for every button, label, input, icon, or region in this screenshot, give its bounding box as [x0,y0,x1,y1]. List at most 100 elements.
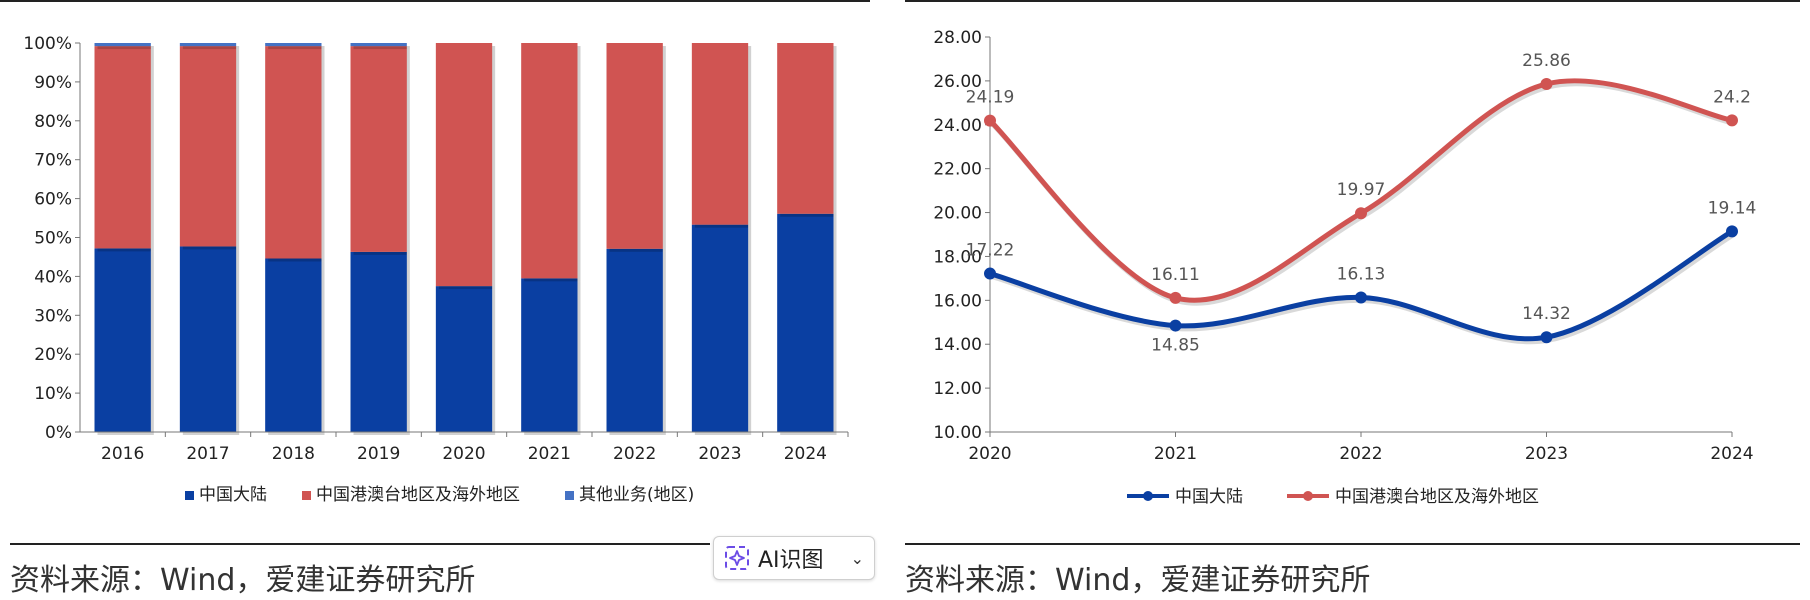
y-tick-label: 100% [23,34,72,54]
y-tick-label: 20.00 [933,204,982,224]
bar-segment [350,251,407,432]
bar-segment [265,46,322,259]
y-tick-label: 50% [34,229,72,249]
data-label: 19.14 [1708,198,1757,218]
data-label: 14.85 [1151,336,1200,356]
data-label: 25.86 [1522,51,1571,71]
legend-label: 中国港澳台地区及海外地区 [316,485,520,505]
data-point [1726,114,1738,127]
ai-recognize-button[interactable]: AI识图 ⌄ [713,536,875,580]
bar-shadow [182,46,240,50]
bar-segment [777,213,834,432]
y-tick-label: 10.00 [933,423,982,443]
legend-label: 其他业务(地区) [579,485,694,505]
bar-shadow [97,46,154,50]
data-point [1355,291,1367,304]
y-tick-label: 14.00 [933,335,982,355]
line-chart: 10.00 12.00 14.00 16.00 18.00 20.00 22.00 24.00… [933,28,1757,507]
y-tick-label: 70% [34,151,72,171]
stacked-bar-panel: 0% 10% 20% 30% 40% 50% 60% 70% 80% 90% 100% 2016 20… [0,0,880,600]
bar-segment [350,43,407,47]
bottom-rule [10,543,710,545]
legend-marker [1303,491,1313,501]
data-point [1540,331,1553,344]
y-tick-label: 16.00 [933,291,982,311]
x-tick-label: 2023 [1525,444,1568,464]
bar-segment [94,248,151,432]
bar-segment [435,43,493,287]
x-tick-label: 2017 [186,444,229,464]
stacked-bar-chart: 0% 10% 20% 30% 40% 50% 60% 70% 80% 90% 100% 2016 20… [23,34,849,505]
bar-segment [777,43,834,214]
bar-segment [606,248,663,432]
x-tick-label: 2018 [272,444,315,464]
bar-segment [521,43,578,279]
bar-segment [94,43,151,47]
bar-segment [265,258,322,432]
legend-swatch [302,491,311,500]
bar-segment [94,46,151,249]
top-rule [905,0,1800,2]
y-tick-label: 20% [34,345,72,365]
x-tick-label: 2024 [1710,444,1753,464]
data-label: 17.22 [966,241,1015,261]
data-point [984,114,996,127]
top-rule [0,0,870,2]
legend-marker [1143,491,1153,501]
data-point [984,267,996,280]
y-tick-label: 26.00 [933,72,982,92]
bar-segment [179,43,237,47]
y-tick-label: 18.00 [933,247,982,267]
y-tick-label: 40% [34,267,72,287]
bar-segment [265,43,322,47]
bar-segment [179,46,237,247]
y-tick-label: 0% [45,423,72,443]
data-point [1355,207,1367,220]
bar-segment [435,286,493,432]
data-point [1540,77,1553,90]
legend-swatch [185,491,194,500]
y-tick-label: 60% [34,190,72,210]
y-tick-label: 30% [34,306,72,326]
y-tick-label: 28.00 [933,28,982,48]
x-tick-label: 2023 [698,444,741,464]
data-point [1726,225,1738,238]
line-chart-panel: 10.00 12.00 14.00 16.00 18.00 20.00 22.00 24.00… [905,0,1805,600]
y-tick-label: 10% [34,384,72,404]
x-tick-label: 2022 [1339,444,1382,464]
x-tick-label: 2021 [1154,444,1197,464]
source-note: 资料来源：Wind，爱建证券研究所 [905,563,1371,598]
x-tick-label: 2019 [357,444,400,464]
bar-segment [691,224,749,432]
y-tick-label: 22.00 [933,160,982,180]
legend-swatch [565,491,574,500]
bar-segment [691,43,749,225]
bar-shadow [268,46,325,50]
y-tick-label: 80% [34,112,72,132]
bar-segment [350,46,407,252]
x-tick-label: 2022 [613,444,656,464]
x-tick-label: 2016 [101,444,144,464]
sparkle-icon [724,545,750,571]
data-label: 14.32 [1522,304,1571,324]
data-label: 24.19 [966,88,1015,108]
bar-segment [521,278,578,432]
x-tick-label: 2024 [784,444,827,464]
y-tick-label: 24.00 [933,116,982,136]
chevron-down-icon: ⌄ [850,548,864,568]
legend-label: 中国大陆 [1175,487,1243,507]
y-tick-label: 90% [34,73,72,93]
bottom-rule [905,543,1800,545]
x-tick-label: 2020 [968,444,1011,464]
x-tick-label: 2021 [528,444,571,464]
data-point [1169,291,1182,304]
legend-label: 中国港澳台地区及海外地区 [1335,487,1539,507]
data-label: 19.97 [1337,180,1386,200]
data-label: 16.13 [1337,264,1386,284]
y-tick-label: 12.00 [933,379,982,399]
ai-button-label: AI识图 [758,548,824,573]
x-tick-label: 2020 [442,444,485,464]
source-note: 资料来源：Wind，爱建证券研究所 [10,563,476,598]
data-label: 24.2 [1713,87,1751,107]
bar-segment [179,246,237,432]
